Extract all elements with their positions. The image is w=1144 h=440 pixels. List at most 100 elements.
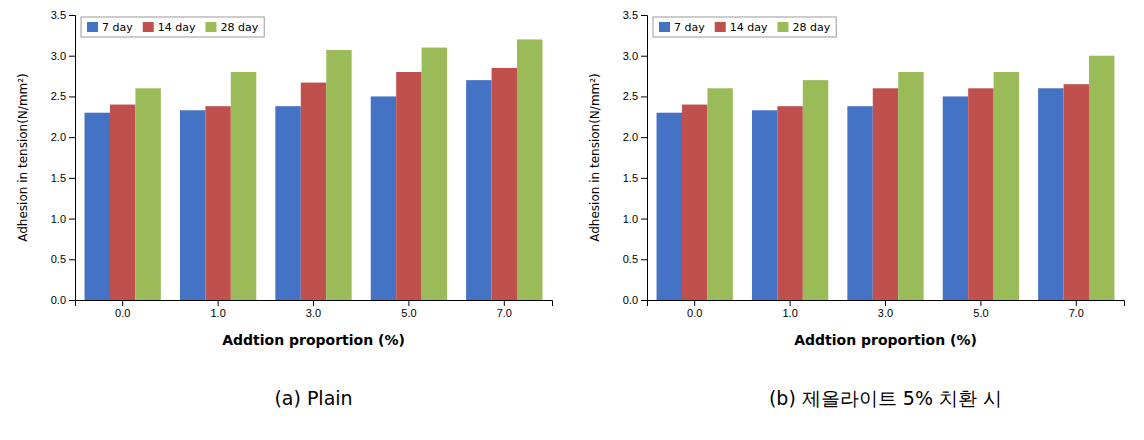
bars <box>85 39 543 300</box>
tick-label: 3.0 <box>306 307 321 319</box>
bar <box>1089 56 1114 300</box>
tick-mark <box>641 259 647 260</box>
bar <box>180 110 205 300</box>
tick: 0.0 <box>51 294 75 306</box>
legend-label: 14 day <box>730 21 768 34</box>
tick-label: 5.0 <box>973 307 988 319</box>
bar <box>326 50 351 300</box>
tick-label: 1.5 <box>623 172 638 184</box>
tick-mark <box>641 137 647 138</box>
tick: 5.0 <box>401 300 416 319</box>
bar <box>657 113 682 300</box>
bar <box>466 80 491 300</box>
tick-label: 7.0 <box>1069 307 1084 319</box>
legend-swatch <box>143 22 154 32</box>
tick-label: 3.0 <box>51 50 66 62</box>
legend-swatch <box>777 22 788 32</box>
tick: 3.5 <box>623 9 647 21</box>
tick-label: 0.5 <box>623 253 638 265</box>
tick: 1.0 <box>623 213 647 225</box>
bar <box>1064 84 1089 300</box>
axis-line <box>69 16 76 301</box>
bar <box>85 113 110 300</box>
tick-label: 2.5 <box>51 90 66 102</box>
legend-swatch <box>87 22 98 32</box>
tick-mark <box>641 56 647 57</box>
tick: 0.5 <box>623 253 647 265</box>
axis-line <box>648 301 1125 307</box>
bar <box>396 72 421 300</box>
tick-mark <box>1076 300 1077 306</box>
bar <box>847 106 872 300</box>
tick-label: 0.0 <box>115 307 130 319</box>
legend-label: 28 day <box>792 21 830 34</box>
bar <box>110 105 135 300</box>
tick-mark <box>69 259 75 260</box>
tick: 0.5 <box>51 253 75 265</box>
tick-label: 0.0 <box>687 307 702 319</box>
bar <box>371 96 396 300</box>
legend-item: 28 day <box>205 21 258 34</box>
legend-item: 7 day <box>659 21 705 34</box>
legend-item: 14 day <box>143 21 196 34</box>
tick-mark <box>69 15 75 16</box>
tick-mark <box>980 300 981 306</box>
tick-label: 0.5 <box>51 253 66 265</box>
tick-label: 1.0 <box>782 307 797 319</box>
tick-mark <box>504 300 505 306</box>
tick-mark <box>885 300 886 306</box>
tick-mark <box>641 300 647 301</box>
tick-mark <box>641 15 647 16</box>
legend-box <box>81 17 264 37</box>
bar-series <box>135 39 542 300</box>
tick-mark <box>69 96 75 97</box>
bar <box>682 105 707 300</box>
legend-label: 7 day <box>674 21 705 34</box>
panel: 0.00.51.01.52.02.53.03.50.01.03.05.07.0A… <box>588 9 1125 409</box>
tick: 0.0 <box>623 294 647 306</box>
tick: 1.0 <box>210 300 225 319</box>
legend-swatch <box>205 22 216 32</box>
tick-mark <box>694 300 695 306</box>
axis-line <box>641 16 648 301</box>
axis-line <box>76 301 553 307</box>
y-axis: 0.00.51.01.52.02.53.03.5 <box>623 9 648 306</box>
bar-series <box>682 84 1089 300</box>
tick: 1.5 <box>623 172 647 184</box>
tick: 3.5 <box>51 9 75 21</box>
tick-label: 0.0 <box>51 294 66 306</box>
bar <box>517 39 542 300</box>
tick: 7.0 <box>1069 300 1084 319</box>
bar-series <box>110 68 517 300</box>
x-axis: 0.01.03.05.07.0 <box>76 300 553 319</box>
chart-title: (a) Plain <box>274 387 352 409</box>
tick: 0.0 <box>115 300 130 319</box>
legend-box <box>653 17 836 37</box>
legend-item: 14 day <box>715 21 768 34</box>
tick: 2.5 <box>51 90 75 102</box>
tick: 2.0 <box>623 131 647 143</box>
tick-label: 0.0 <box>623 294 638 306</box>
legend-item: 28 day <box>777 21 830 34</box>
bar <box>968 88 993 300</box>
bars <box>657 56 1115 300</box>
legend-label: 7 day <box>102 21 133 34</box>
tick-mark <box>122 300 123 306</box>
bar <box>707 88 732 300</box>
tick-mark <box>641 219 647 220</box>
tick-label: 1.0 <box>623 213 638 225</box>
tick-mark <box>641 178 647 179</box>
tick: 1.0 <box>782 300 797 319</box>
tick: 2.0 <box>51 131 75 143</box>
bar <box>898 72 923 300</box>
y-axis-title: Adhesion in tension(N/mm²) <box>16 73 30 242</box>
bar <box>994 72 1019 300</box>
tick-label: 1.5 <box>51 172 66 184</box>
bar <box>777 106 802 300</box>
tick-mark <box>69 178 75 179</box>
tick-mark <box>408 300 409 306</box>
tick-mark <box>69 219 75 220</box>
legend-label: 28 day <box>220 21 258 34</box>
x-axis-title: Addtion proportion (%) <box>794 332 977 348</box>
bar <box>752 110 777 300</box>
